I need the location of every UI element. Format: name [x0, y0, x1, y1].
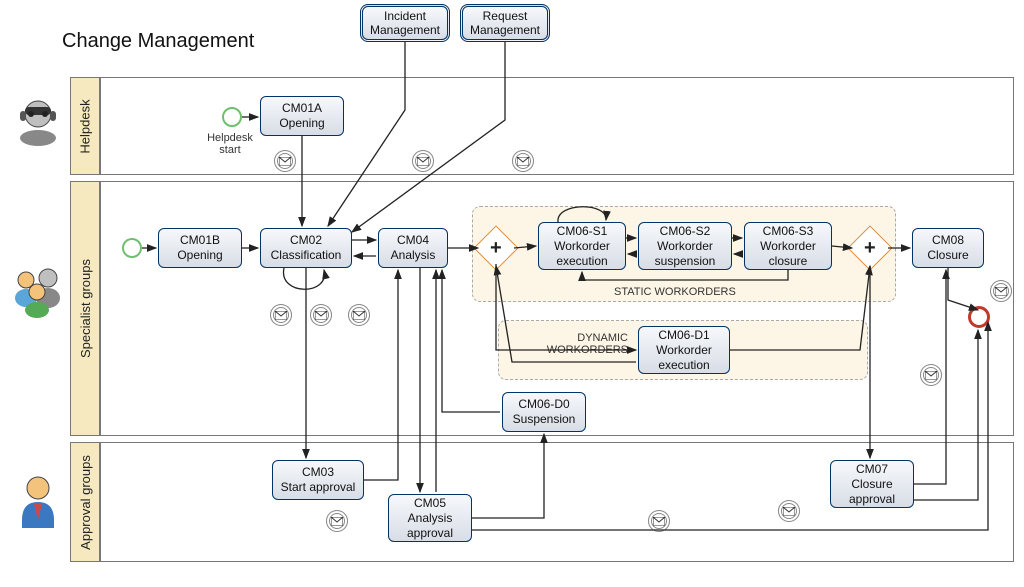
task-label: Opening — [279, 116, 324, 131]
task-label: Workorder suspension — [643, 239, 727, 269]
task-label: Closure approval — [835, 477, 909, 507]
lane-label: Helpdesk — [78, 99, 93, 153]
task-cm01a: CM01A Opening — [260, 96, 344, 136]
task-cm02: CM02 Classification — [260, 228, 352, 268]
task-label: Start approval — [281, 480, 356, 495]
task-label: Opening — [177, 248, 222, 263]
lane-header-approval: Approval groups — [70, 442, 100, 562]
task-code: CM06-S1 — [557, 224, 608, 239]
lane-label: Approval groups — [78, 455, 93, 550]
task-code: CM06-D0 — [518, 397, 569, 412]
task-cm04: CM04 Analysis — [378, 228, 448, 268]
task-code: CM02 — [290, 233, 322, 248]
lane-header-specialist: Specialist groups — [70, 181, 100, 436]
message-event-icon — [920, 364, 942, 386]
task-code: CM03 — [302, 465, 334, 480]
ext-incident: Incident Management — [360, 4, 450, 42]
ext-request: Request Management — [460, 4, 550, 42]
task-cm08: CM08 Closure — [912, 228, 984, 268]
task-label: Classification — [271, 248, 342, 263]
task-label: Closure — [927, 248, 968, 263]
task-code: CM08 — [932, 233, 964, 248]
start-event-helpdesk — [222, 107, 242, 127]
message-event-icon — [990, 280, 1012, 302]
specialist-actor-icon — [10, 262, 64, 318]
end-event — [968, 306, 990, 328]
task-cm06d0: CM06-D0 Suspension — [502, 392, 586, 432]
gateway-join: + — [854, 232, 886, 264]
message-event-icon — [326, 510, 348, 532]
task-label: Analysis — [391, 248, 436, 263]
task-label: Workorder execution — [543, 239, 621, 269]
message-event-icon — [274, 150, 296, 172]
start-label-helpdesk: Helpdesk start — [200, 132, 260, 156]
helpdesk-actor-icon — [16, 94, 60, 146]
lane-body-helpdesk — [100, 77, 1014, 175]
page-title: Change Management — [62, 30, 254, 53]
task-cm05: CM05 Analysis approval — [388, 494, 472, 542]
message-event-icon — [270, 304, 292, 326]
task-code: CM06-S3 — [763, 224, 814, 239]
task-code: CM01B — [180, 233, 220, 248]
task-cm03: CM03 Start approval — [272, 460, 364, 500]
task-code: CM06-D1 — [658, 328, 709, 343]
task-label: Workorder execution — [643, 343, 725, 373]
message-event-icon — [310, 304, 332, 326]
subproc-label-static: STATIC WORKORDERS — [614, 286, 736, 298]
task-cm01b: CM01B Opening — [158, 228, 242, 268]
task-cm06d1: CM06-D1 Workorder execution — [638, 326, 730, 374]
task-code: CM01A — [282, 101, 322, 116]
task-cm06s1: CM06-S1 Workorder execution — [538, 222, 626, 270]
task-cm06s2: CM06-S2 Workorder suspension — [638, 222, 732, 270]
task-label: Suspension — [513, 412, 576, 427]
task-code: CM05 — [414, 496, 446, 511]
approval-actor-icon — [16, 472, 60, 532]
plus-icon: + — [490, 238, 502, 258]
message-event-icon — [778, 500, 800, 522]
ext-label: Request Management — [467, 9, 543, 38]
start-event-specialist — [122, 238, 142, 258]
task-code: CM06-S2 — [660, 224, 711, 239]
task-label: Analysis approval — [393, 511, 467, 541]
task-label: Workorder closure — [749, 239, 827, 269]
gateway-split: + — [480, 232, 512, 264]
diagram-canvas: Change Management Incident Management Re… — [0, 0, 1024, 587]
plus-icon: + — [864, 238, 876, 258]
task-code: CM07 — [856, 462, 888, 477]
message-event-icon — [512, 150, 534, 172]
task-code: CM04 — [397, 233, 429, 248]
message-event-icon — [648, 510, 670, 532]
subproc-label-dynamic: DYNAMIC WORKORDERS — [528, 332, 628, 356]
lane-header-helpdesk: Helpdesk — [70, 77, 100, 175]
message-event-icon — [412, 150, 434, 172]
ext-label: Incident Management — [367, 9, 443, 38]
message-event-icon — [348, 304, 370, 326]
lane-label: Specialist groups — [78, 259, 93, 358]
task-cm07: CM07 Closure approval — [830, 460, 914, 508]
task-cm06s3: CM06-S3 Workorder closure — [744, 222, 832, 270]
